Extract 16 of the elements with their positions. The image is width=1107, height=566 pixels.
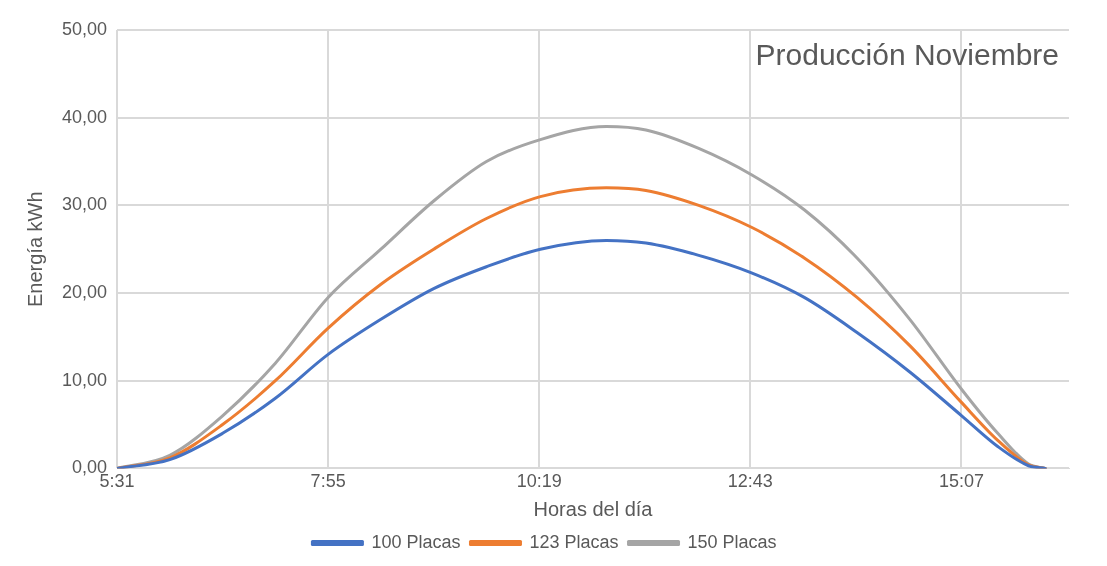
x-tick-label: 12:43 — [727, 471, 773, 492]
line-series — [117, 238, 1047, 469]
chart-title: Producción Noviembre — [755, 38, 1059, 72]
legend-label: 123 Placas — [529, 531, 619, 552]
y-tick-label: 40,00 — [62, 106, 108, 127]
y-tick-label: 10,00 — [62, 369, 108, 390]
legend-label: 150 Placas — [687, 531, 777, 552]
x-tick-label: 15:07 — [938, 471, 984, 492]
legend-label: 100 Placas — [371, 531, 461, 552]
y-axis-title: Energía kWh — [23, 191, 46, 307]
x-tick-label: 7:55 — [310, 471, 346, 492]
x-tick-label: 10:19 — [516, 471, 562, 492]
y-tick-label: 20,00 — [62, 282, 108, 303]
y-tick-label: 30,00 — [62, 194, 108, 215]
y-tick-label: 50,00 — [62, 18, 108, 39]
x-axis-title: Horas del día — [533, 497, 654, 520]
